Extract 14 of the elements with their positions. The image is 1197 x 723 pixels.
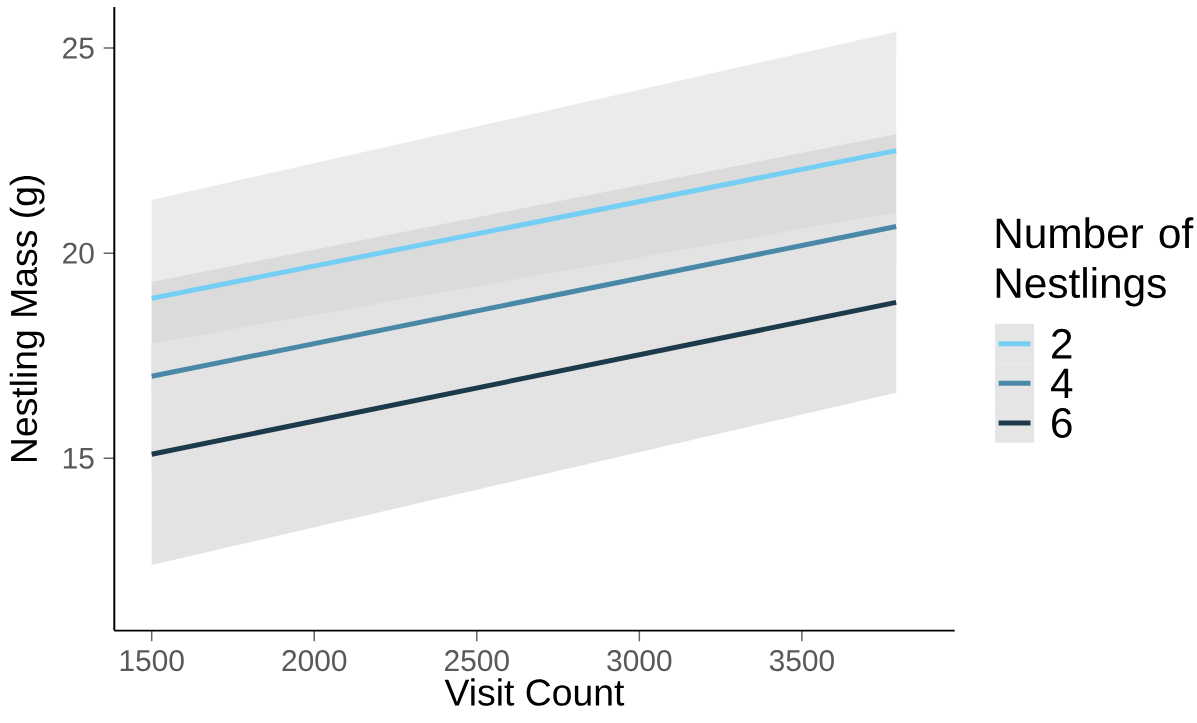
- y-tick-label: 15: [63, 448, 94, 469]
- x-tick-label: 3000: [607, 650, 672, 672]
- x-tick-label: 2500: [445, 650, 509, 672]
- y-tick-label: 25: [63, 37, 94, 59]
- x-tick-label: 3500: [769, 650, 834, 672]
- x-axis-title: Visit Count: [444, 678, 625, 706]
- x-tick-label: 1500: [120, 650, 184, 672]
- legend-label: 4: [1050, 368, 1073, 399]
- legend-label: 6: [1052, 408, 1072, 439]
- legend-label: 2: [1052, 328, 1072, 359]
- y-axis-title: Nestling Mass (g): [9, 176, 45, 462]
- legend-title: Number of Nestlings: [996, 217, 1194, 307]
- x-tick-label: 2000: [282, 650, 347, 672]
- y-tick-label: 20: [63, 242, 94, 264]
